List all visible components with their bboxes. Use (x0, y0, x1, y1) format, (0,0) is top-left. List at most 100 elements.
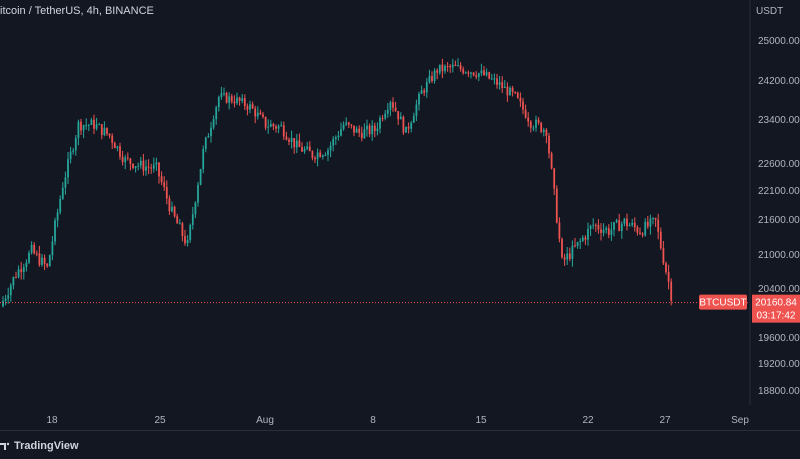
price-tick-label: 25000.00 (758, 36, 800, 47)
candle-body (152, 164, 155, 169)
candle-body (449, 66, 452, 68)
candle-body (496, 78, 498, 85)
time-tick-label: 25 (154, 415, 166, 426)
candle-body (477, 73, 480, 77)
candle-body (355, 128, 358, 133)
candle-body (314, 157, 316, 160)
candle-body (56, 212, 59, 221)
candle-body (158, 162, 160, 177)
candle-body (472, 72, 475, 76)
candle-body (540, 122, 543, 132)
candle-body (48, 255, 51, 267)
symbol-tag-label: BTCUSDT (699, 298, 746, 309)
candle-body (475, 75, 478, 77)
price-tick-label: 19600.00 (758, 333, 800, 344)
candle-body (397, 111, 400, 120)
candle-body (316, 152, 319, 160)
candle-body (295, 140, 298, 148)
candle-body (483, 70, 485, 75)
candle-body (587, 228, 589, 240)
price-tick-label: 19200.00 (758, 359, 800, 370)
candle-body (394, 107, 397, 112)
candle-body (160, 176, 163, 183)
time-tick-label: 15 (475, 415, 487, 426)
candle-body (293, 138, 296, 148)
time-tick-label: 18 (46, 415, 58, 426)
candle-body (662, 248, 665, 264)
candle-body (389, 102, 392, 110)
price-axis[interactable]: 25000.00 24200.00 23400.00 22600.00 22100.00… (758, 36, 800, 397)
candle-body (623, 218, 626, 224)
candle-body (641, 233, 644, 236)
candle-body (626, 218, 628, 227)
candle-body (553, 168, 556, 189)
candle-body (51, 241, 54, 256)
candle-body (600, 229, 602, 233)
candle-body (35, 253, 38, 255)
candle-body (454, 64, 457, 66)
candle-body (576, 241, 579, 246)
candle-body (329, 145, 332, 151)
price-tick-label: 21000.00 (758, 250, 800, 261)
price-tick-label: 23400.00 (758, 115, 800, 126)
candle-body (28, 252, 30, 263)
candle-body (602, 229, 605, 233)
candle-body (605, 228, 608, 230)
candle-body (379, 118, 381, 129)
candle-body (425, 82, 428, 93)
candle-body (308, 146, 311, 152)
candle-body (25, 262, 28, 268)
candle-body (267, 126, 270, 128)
candle-body (441, 64, 444, 72)
time-axis[interactable]: 18 25 Aug 8 15 22 27 Sep (46, 415, 749, 426)
candle-body (332, 138, 335, 146)
time-tick-label: Sep (731, 415, 749, 426)
price-tag-value: 20160.84 (755, 298, 797, 309)
candle-body (428, 76, 431, 83)
candle-body (12, 277, 15, 286)
candle-body (423, 90, 426, 93)
candle-body (628, 224, 631, 227)
candle-body (407, 126, 410, 129)
candle-body (184, 235, 186, 244)
candle-body (412, 116, 415, 123)
candle-body (202, 149, 205, 170)
candle-body (168, 198, 171, 212)
candle-body (340, 129, 342, 136)
candle-body (124, 157, 127, 163)
candle-body (64, 177, 67, 188)
candle-body (220, 93, 223, 98)
candle-body (207, 136, 210, 138)
candle-body (87, 124, 90, 126)
candle-body (480, 70, 483, 74)
candle-body (373, 125, 376, 132)
tradingview-logo-icon (0, 442, 10, 450)
price-tick-label: 24200.00 (758, 76, 800, 87)
candle-body (238, 97, 241, 102)
candle-body (303, 149, 306, 152)
candle-body (150, 167, 153, 169)
candle-body (72, 150, 75, 152)
candle-body (155, 162, 158, 165)
candle-body (464, 72, 467, 74)
candle-body (506, 86, 509, 96)
candle-body (376, 128, 379, 132)
tradingview-brand[interactable]: TradingView (0, 440, 79, 452)
candle-body (462, 69, 465, 74)
candle-body (667, 271, 670, 282)
candle-body (20, 269, 23, 272)
candle-body (646, 221, 649, 227)
candle-body (321, 155, 324, 157)
candle-body (537, 119, 540, 123)
candle-body (337, 135, 340, 138)
last-price-tag: BTCUSDT 20160.84 03:17:42 (699, 294, 800, 323)
candle-body (579, 240, 582, 242)
candle-body (311, 151, 314, 158)
candle-body (61, 187, 64, 199)
candle-body (594, 224, 597, 226)
candle-body (139, 160, 142, 166)
candle-body (574, 245, 576, 247)
candle-body (277, 125, 280, 129)
candle-body (457, 65, 459, 67)
